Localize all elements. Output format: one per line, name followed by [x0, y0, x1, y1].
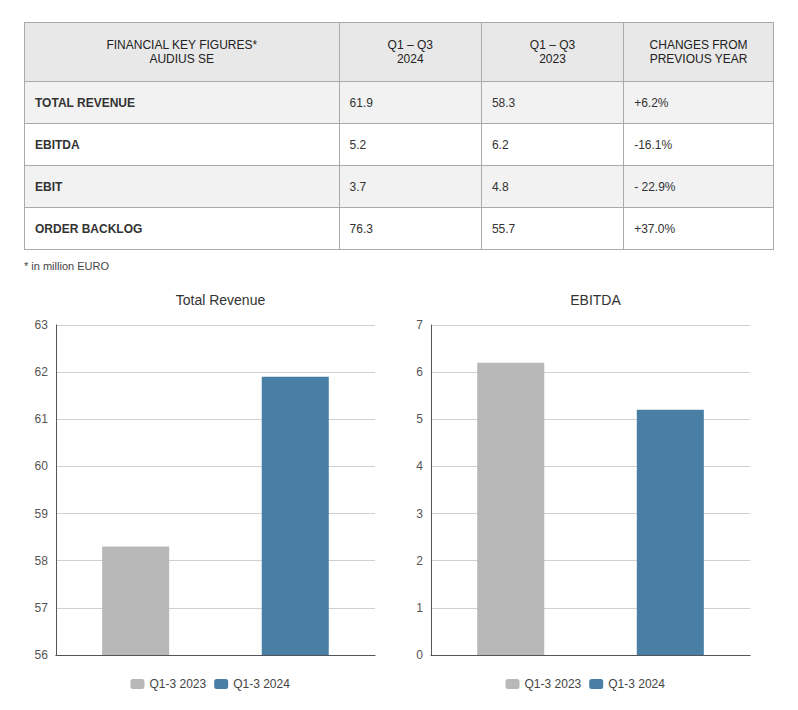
- svg-text:5: 5: [416, 412, 423, 426]
- html-text:3.7: 3.7: [349, 179, 367, 194]
- html-text:CHANGES FROM PREVIOUS YEAR: CHANGES FROM PREVIOUS YEAR: [649, 38, 748, 66]
- svg-text:Total Revenue: Total Revenue: [176, 292, 266, 308]
- html-text:Q1 – Q3 2024: Q1 – Q3 2024: [387, 38, 433, 66]
- svg-text:56: 56: [35, 648, 49, 662]
- svg-text:3: 3: [416, 507, 423, 521]
- svg-text:62: 62: [35, 365, 49, 379]
- svg-text:0: 0: [416, 648, 423, 662]
- html-text:TOTAL REVENUE: TOTAL REVENUE: [35, 95, 135, 110]
- svg-text:59: 59: [35, 507, 49, 521]
- svg-text:58: 58: [35, 554, 49, 568]
- html-text:58.3: 58.3: [491, 95, 516, 110]
- html-text:61.9: 61.9: [349, 95, 373, 110]
- html-text:* in million EURO: * in million EURO: [24, 260, 109, 272]
- html-text:4.8: 4.8: [491, 179, 509, 194]
- html-text:+6.2%: +6.2%: [634, 95, 669, 110]
- html-text:EBIT: EBIT: [35, 179, 63, 194]
- svg-text:63: 63: [35, 318, 49, 332]
- html-text:6.2: 6.2: [491, 137, 509, 152]
- svg-text:Q1-3 2023: Q1-3 2023: [149, 677, 206, 691]
- html-text:55.7: 55.7: [491, 221, 516, 236]
- svg-text:60: 60: [35, 459, 49, 473]
- svg-text:Q1-3 2024: Q1-3 2024: [608, 677, 665, 691]
- svg-text:7: 7: [416, 318, 423, 332]
- svg-text:Q1-3 2023: Q1-3 2023: [525, 677, 582, 691]
- html-text:+37.0%: +37.0%: [634, 221, 676, 236]
- html-text:76.3: 76.3: [349, 221, 373, 236]
- svg-text:57: 57: [35, 601, 49, 615]
- html-text:5.2: 5.2: [349, 137, 367, 152]
- svg-text:Q1-3 2024: Q1-3 2024: [233, 677, 290, 691]
- html-text:FINANCIAL KEY FIGURES* AUDIUS: FINANCIAL KEY FIGURES* AUDIUS SE: [106, 38, 258, 66]
- svg-text:1: 1: [416, 601, 423, 615]
- svg-text:2: 2: [416, 554, 423, 568]
- svg-text:EBITDA: EBITDA: [570, 292, 621, 308]
- html-text:- 22.9%: - 22.9%: [634, 179, 676, 194]
- svg-text:61: 61: [35, 412, 49, 426]
- html-text:Q1 – Q3 2023: Q1 – Q3 2023: [529, 38, 576, 66]
- svg-text:6: 6: [416, 365, 423, 379]
- html-text:EBITDA: EBITDA: [35, 137, 80, 152]
- svg-text:4: 4: [416, 459, 423, 473]
- html-text:-16.1%: -16.1%: [634, 137, 673, 152]
- html-text:ORDER BACKLOG: ORDER BACKLOG: [35, 221, 143, 236]
